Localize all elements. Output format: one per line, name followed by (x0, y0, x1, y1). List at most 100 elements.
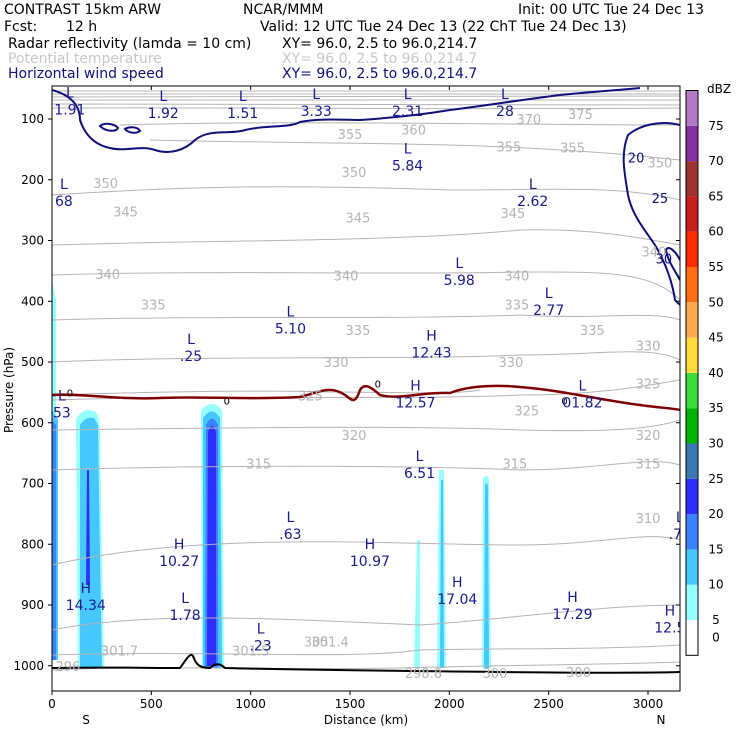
colorbar-level-label: 10 (708, 578, 723, 592)
theta-contour-label: 320 (636, 429, 661, 444)
x-tick-label: 1000 (235, 697, 266, 711)
field-3-xy: XY= 96.0, 2.5 to 96.0,214.7 (282, 66, 477, 82)
wind-speed-labels: 20 25 30 (628, 151, 672, 267)
theta-contour-label: 325 (298, 389, 323, 404)
theta-contour-label: 355 (338, 128, 363, 143)
theta-contour-label: 330 (636, 340, 661, 355)
y-tick-label: 800 (21, 537, 44, 551)
low-marker: L (404, 87, 412, 103)
low-marker: L (58, 388, 66, 404)
wind-contours (52, 87, 680, 306)
x-axis-south: S (82, 713, 90, 727)
extremum-value: 12.57 (396, 396, 436, 412)
colorbar-level-label: 30 (708, 437, 723, 451)
low-marker: L (529, 177, 537, 193)
low-marker: L (416, 449, 424, 465)
extrema-labels: L1.91L1.92L1.51L3.33L2.31L28L5.84L2.62L6… (53, 86, 691, 655)
theta-contour-label: 325 (636, 377, 661, 392)
theta-contour-label: 355 (497, 140, 522, 155)
colorbar-level-label: 20 (708, 507, 723, 521)
extremum-value: 1.78 (170, 608, 201, 624)
theta-contour-label: 325 (514, 405, 539, 420)
y-tick-label: 300 (21, 234, 44, 248)
theta-contour-label: 298.8 (405, 667, 442, 682)
extremum-value: 53 (53, 405, 71, 421)
fcst-value: 12 h (66, 19, 97, 35)
colorbar-level-label: 70 (708, 154, 723, 168)
theta-contour-label: 296 (55, 660, 80, 675)
zero-contour-label: 0 (67, 388, 73, 399)
high-marker: H (81, 581, 92, 597)
low-marker: L (404, 142, 412, 158)
theta-contour-label: 345 (113, 205, 138, 220)
theta-contour-label: 330 (499, 356, 524, 371)
colorbar-swatch (686, 408, 698, 444)
wind-contour-label: 20 (628, 151, 645, 166)
x-axis-title: Distance (km) (324, 713, 408, 727)
extremum-value: .78 (669, 527, 691, 543)
colorbar-frame (685, 90, 699, 656)
extremum-value: 1.91 (54, 103, 85, 119)
low-marker: L (286, 510, 294, 526)
figure-header: CONTRAST 15km ARW NCAR/MMM Init: 00 UTC … (4, 2, 704, 82)
extremum-value: 12.43 (411, 346, 451, 362)
low-marker: L (60, 177, 68, 193)
model-title: CONTRAST 15km ARW (4, 2, 161, 18)
colorbar-level-label: 25 (708, 472, 723, 486)
extremum-value: .25 (180, 349, 202, 365)
y-tick-label: 1000 (13, 659, 44, 673)
extremum-value: 17.04 (437, 592, 477, 608)
init-time: Init: 00 UTC Tue 24 Dec 13 (518, 2, 704, 18)
theta-contour-label: 355 (560, 142, 585, 157)
y-axis-title: Pressure (hPa) (2, 347, 16, 433)
high-marker: H (452, 575, 463, 591)
theta-contour-label: 301.7 (101, 645, 138, 660)
x-tick-label: 500 (140, 697, 163, 711)
colorbar-level-label: 35 (708, 401, 723, 415)
y-tick-label: 100 (21, 112, 44, 126)
field-2-name: Potential temperature (8, 51, 162, 67)
theta-contour-label: 350 (648, 157, 673, 172)
colorbar-swatch (686, 584, 698, 620)
high-marker: H (567, 590, 578, 606)
colorbar-swatch (686, 549, 698, 585)
zero-contour-label: 0 (224, 396, 230, 407)
extremum-value: .63 (279, 527, 301, 543)
theta-contour-label: 340 (504, 270, 529, 285)
reflectivity-fill (52, 280, 491, 668)
extremum-value: 68 (55, 194, 73, 210)
valid-time: Valid: 12 UTC Tue 24 Dec 13 (22 ChT Tue … (260, 19, 627, 35)
theta-contour-label: 345 (346, 211, 371, 226)
extremum-value: 2.31 (392, 104, 423, 120)
extremum-value: 10.27 (159, 554, 199, 570)
theta-contour-label: 340 (95, 268, 120, 283)
low-marker: L (181, 591, 189, 607)
field-3-name: Horizontal wind speed (8, 66, 164, 82)
extremum-value: 2.77 (533, 303, 564, 319)
colorbar-swatch (686, 514, 698, 550)
colorbar-swatch (686, 478, 698, 515)
low-marker: L (187, 332, 195, 348)
high-marker: H (174, 537, 185, 553)
extremum-value: 10.97 (350, 554, 390, 570)
low-marker: L (66, 86, 74, 102)
colorbar-swatch (686, 267, 698, 303)
theta-contour-label: 335 (141, 298, 166, 313)
plot-frame (51, 85, 681, 692)
colorbar-level-label: 15 (708, 542, 723, 556)
y-tick-label: 900 (21, 598, 44, 612)
wind-contour-label: 25 (652, 192, 669, 207)
theta-contour-label: 310 (636, 512, 661, 527)
x-tick-label: 2500 (533, 697, 564, 711)
extremum-value: 14.34 (66, 598, 106, 614)
colorbar-level-label: 75 (708, 119, 723, 133)
zero-labels: 0 0 0 0 (67, 379, 568, 407)
extremum-value: 3.33 (301, 104, 332, 120)
colorbar-level-label: 5 (712, 613, 720, 627)
center-title: NCAR/MMM (243, 2, 324, 18)
extremum-value: 6.51 (404, 466, 435, 482)
low-marker: L (312, 87, 320, 103)
extremum-value: 5.98 (444, 273, 475, 289)
